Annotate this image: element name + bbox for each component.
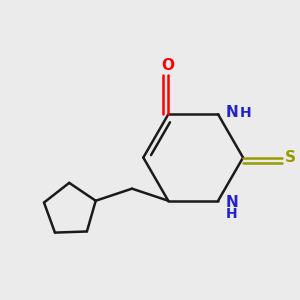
Text: H: H — [240, 106, 252, 120]
Text: O: O — [162, 58, 175, 73]
Text: N: N — [226, 195, 238, 210]
Text: N: N — [226, 105, 238, 120]
Text: S: S — [285, 150, 296, 165]
Text: H: H — [226, 207, 237, 221]
